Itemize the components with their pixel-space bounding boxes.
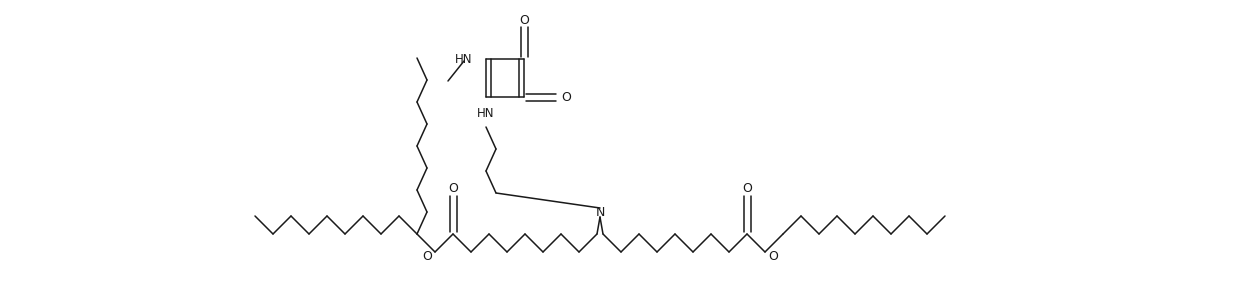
Text: O: O [423, 250, 431, 263]
Text: O: O [767, 250, 777, 263]
Text: HN: HN [454, 53, 472, 66]
Text: O: O [561, 91, 571, 103]
Text: N: N [596, 206, 604, 218]
Text: HN: HN [478, 106, 495, 119]
Text: O: O [742, 181, 752, 195]
Text: O: O [448, 181, 458, 195]
Text: O: O [519, 14, 529, 26]
